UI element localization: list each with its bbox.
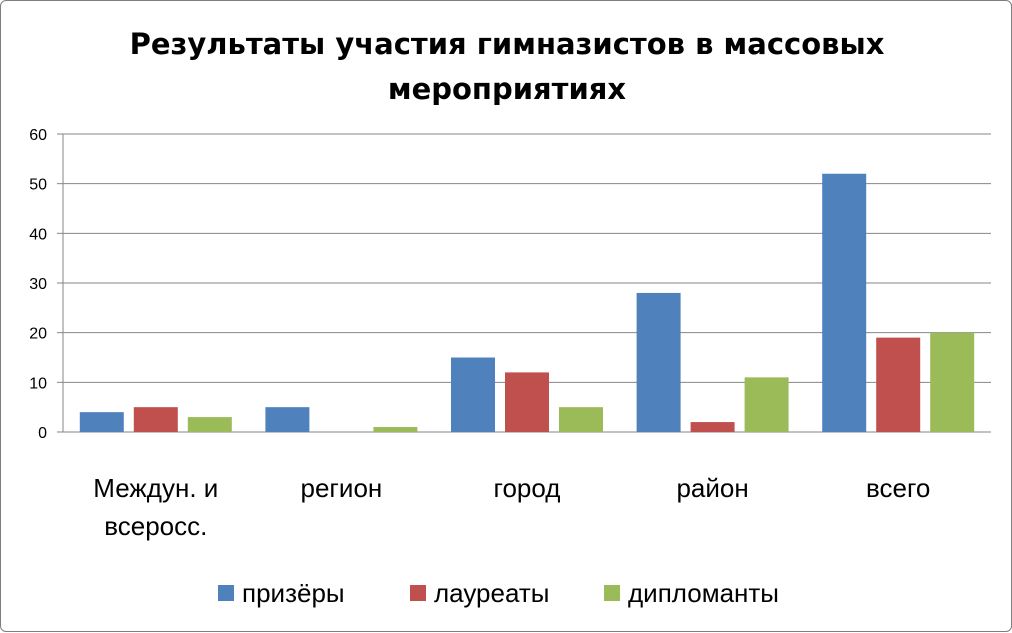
bar-3-3 xyxy=(559,407,603,432)
y-tick-label: 20 xyxy=(29,326,47,343)
chart-title-line: Результаты участия гимназистов в массовы… xyxy=(130,27,885,61)
bar-1-4 xyxy=(636,292,681,432)
x-category-label: всего xyxy=(866,473,930,503)
bar-3-4 xyxy=(744,377,789,432)
bar-2-5 xyxy=(876,337,921,432)
x-category-label: город xyxy=(494,473,561,503)
legend-label-1: призёры xyxy=(242,578,345,608)
bars xyxy=(79,173,975,432)
bar-3-5 xyxy=(930,332,975,432)
bar-2-3 xyxy=(505,372,549,432)
legend-swatch-1 xyxy=(218,585,234,601)
x-category-label: Междун. и xyxy=(93,473,218,503)
legend-label-3: дипломанты xyxy=(628,578,779,608)
y-tick-label: 0 xyxy=(38,425,47,442)
bar-1-1 xyxy=(79,412,124,432)
y-tick-label: 40 xyxy=(29,226,47,243)
legend: призёры лауреаты дипломанты xyxy=(218,578,779,608)
x-category-label: район xyxy=(676,473,748,503)
chart-title-line: мероприятиях xyxy=(388,72,627,106)
x-category-label: всеросс. xyxy=(104,511,207,541)
bar-2-4 xyxy=(690,422,735,432)
legend-label-2: лауреаты xyxy=(434,578,549,608)
y-tick-label: 60 xyxy=(29,127,47,144)
bar-1-3 xyxy=(451,357,495,432)
y-tick-label: 10 xyxy=(29,375,47,392)
legend-swatch-3 xyxy=(604,585,620,601)
y-tick-label: 30 xyxy=(29,276,47,293)
bar-2-1 xyxy=(133,407,178,432)
chart-title: Результаты участия гимназистов в массовы… xyxy=(130,27,885,106)
bar-3-2 xyxy=(373,427,418,432)
x-axis-categories: Междун. и всеросс. регион город район всего xyxy=(93,473,930,541)
y-axis-ticks: 0 10 20 30 40 50 60 xyxy=(29,127,47,442)
bar-1-5 xyxy=(822,173,867,432)
bar-1-2 xyxy=(265,407,310,432)
y-tick-label: 50 xyxy=(29,177,47,194)
x-category-label: регион xyxy=(301,473,383,503)
bar-3-1 xyxy=(187,417,232,432)
legend-swatch-2 xyxy=(410,585,426,601)
